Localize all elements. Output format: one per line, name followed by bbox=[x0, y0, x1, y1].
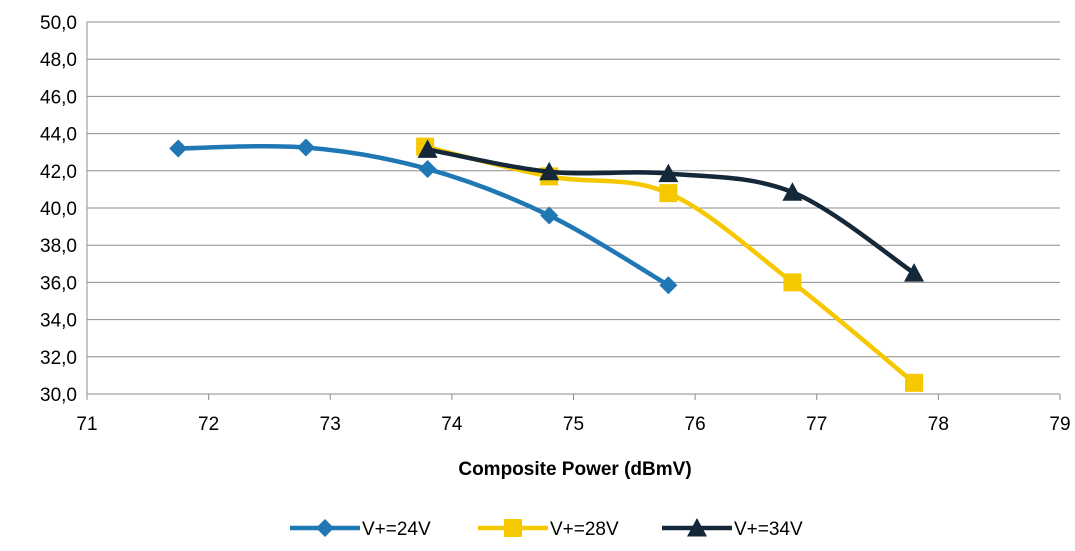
legend-label: V+=24V bbox=[362, 519, 431, 540]
x-tick-label: 72 bbox=[198, 414, 219, 435]
legend-item: V+=34V bbox=[662, 518, 803, 540]
x-tick-label: 78 bbox=[928, 414, 949, 435]
y-tick-label: 46,0 bbox=[40, 87, 77, 108]
y-tick-label: 38,0 bbox=[40, 236, 77, 257]
series-v-34v bbox=[417, 139, 925, 282]
x-tick-label: 76 bbox=[685, 414, 706, 435]
data-point bbox=[659, 276, 678, 295]
legend-swatch-marker bbox=[687, 518, 707, 537]
data-point bbox=[296, 138, 315, 157]
legend-swatch-marker bbox=[504, 519, 522, 537]
data-point bbox=[905, 373, 924, 392]
y-tick-label: 32,0 bbox=[40, 348, 77, 369]
x-tick-label: 79 bbox=[1049, 414, 1070, 435]
data-point bbox=[783, 273, 802, 292]
data-point bbox=[659, 184, 678, 203]
y-tick-label: 50,0 bbox=[40, 13, 77, 34]
y-tick-label: 48,0 bbox=[40, 50, 77, 71]
legend-label: V+=34V bbox=[734, 519, 803, 540]
data-point bbox=[904, 263, 925, 282]
series-layer bbox=[169, 137, 925, 392]
y-tick-label: 44,0 bbox=[40, 125, 77, 146]
x-tick-label: 77 bbox=[806, 414, 827, 435]
y-tick-label: 42,0 bbox=[40, 162, 77, 183]
series-v-24v bbox=[169, 138, 678, 295]
x-axis-title: Composite Power (dBmV) bbox=[458, 459, 691, 480]
legend-item: V+=24V bbox=[290, 519, 431, 540]
axes: 30,0 32,0 34,0 36,0 38,0 40,0 42,0 44,0 46,0 48,0… bbox=[40, 13, 1071, 435]
data-point bbox=[539, 161, 560, 181]
series-line bbox=[425, 147, 917, 276]
data-point bbox=[782, 182, 803, 201]
x-tick-label: 74 bbox=[441, 414, 463, 435]
x-tick-label: 71 bbox=[76, 414, 97, 435]
y-tick-label: 40,0 bbox=[40, 199, 77, 220]
y-tick-label: 34,0 bbox=[40, 311, 77, 332]
legend-item: V+=28V bbox=[478, 519, 619, 540]
y-tick-label: 36,0 bbox=[40, 273, 77, 294]
x-tick-label: 73 bbox=[320, 414, 341, 435]
legend: V+=24V V+=28V V+=34V bbox=[290, 518, 803, 540]
data-point bbox=[418, 159, 437, 178]
grid-lines bbox=[87, 21, 1060, 395]
data-point bbox=[169, 139, 188, 158]
data-point bbox=[658, 163, 679, 183]
data-point bbox=[417, 139, 438, 158]
legend-swatch-marker bbox=[316, 519, 334, 537]
data-point bbox=[540, 206, 559, 225]
y-tick-label: 30,0 bbox=[40, 385, 77, 406]
legend-label: V+=28V bbox=[550, 519, 619, 540]
x-tick-label: 75 bbox=[563, 414, 584, 435]
